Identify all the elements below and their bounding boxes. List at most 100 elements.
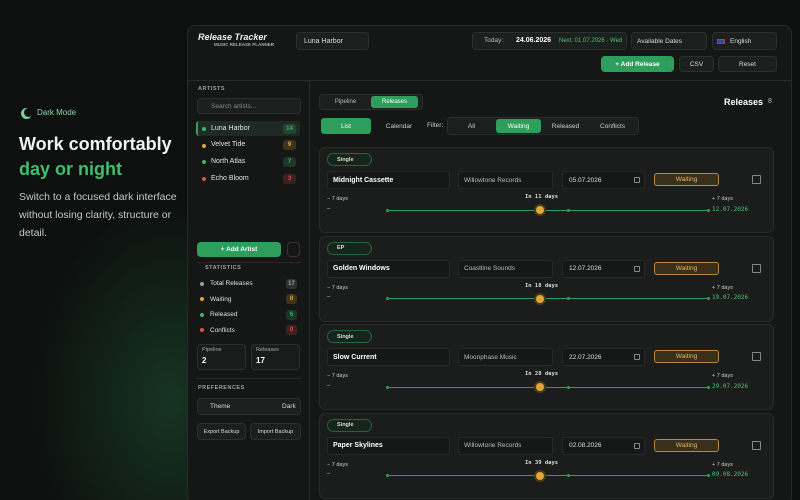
stat-value: 6 [286, 309, 297, 320]
type-select[interactable]: Single [327, 418, 372, 432]
filter-label: Filter: [427, 122, 444, 130]
logo-subtitle: MUSIC RELEASE PLANNER [214, 41, 275, 47]
stat-dot [200, 282, 204, 286]
theme-label: Theme [210, 402, 231, 410]
artist-count: 14 [283, 123, 296, 134]
calendar-icon [634, 354, 640, 360]
artist-count: 7 [283, 156, 296, 167]
stat-label: Released [210, 311, 238, 319]
timeline-dot [566, 474, 570, 477]
window-end: + 7 days [712, 196, 733, 203]
type-select[interactable]: EP [327, 241, 372, 255]
stat-dot [200, 328, 204, 333]
date-field[interactable]: 22.07.2026 [562, 348, 645, 366]
delete-release-button[interactable] [752, 440, 761, 450]
filter-option[interactable]: Released [551, 122, 580, 130]
type-select[interactable]: Single [327, 330, 372, 343]
timeline-dot [706, 208, 710, 212]
timeline-dot [566, 208, 570, 212]
filter-option[interactable]: All [467, 122, 476, 130]
export-backup-button[interactable]: Export Backup [197, 423, 246, 440]
countdown: In 18 days [525, 282, 559, 289]
stat-dot [200, 297, 204, 302]
view-toggle[interactable]: List [321, 118, 371, 134]
filter-option[interactable]: Waiting [496, 119, 541, 133]
timeline-dot [566, 297, 570, 300]
reset-button[interactable]: Reset [718, 56, 777, 72]
title-field[interactable]: Paper Skylines [327, 436, 450, 455]
delete-release-button[interactable] [752, 352, 761, 361]
artist-select[interactable]: Luna Harbor [296, 32, 369, 50]
window-start: − 7 days [327, 373, 348, 380]
date-field[interactable]: 05.07.2026 [562, 171, 645, 189]
artist-count: 3 [283, 173, 296, 184]
next-date: Next: 01.07.2026 · Wed [559, 37, 623, 44]
timeline-dot [385, 385, 389, 389]
search-input[interactable]: Search artists... [197, 98, 301, 114]
artists-heading: ARTISTS [198, 86, 226, 93]
title-field[interactable]: Golden Windows [327, 259, 450, 278]
window-start: − 7 days [327, 461, 348, 468]
date-field[interactable]: 12.07.2026 [562, 259, 645, 278]
delete-release-button[interactable] [752, 263, 761, 273]
artist-dot [202, 177, 206, 182]
summary-card [251, 344, 300, 370]
artist-name: North Atlas [211, 158, 246, 165]
label-field[interactable]: Willowtone Records [458, 171, 553, 189]
label-field[interactable]: Moonphase Music [458, 348, 553, 366]
window-end-date: 09.08.2026 [712, 471, 749, 479]
window-start: − 7 days [327, 284, 348, 291]
tab[interactable]: Pipeline [334, 99, 357, 105]
summary-value: 17 [256, 356, 265, 366]
calendar-icon [634, 177, 640, 183]
filter-option[interactable]: Conflicts [600, 122, 625, 130]
type-select[interactable]: Single [327, 153, 372, 166]
language-select[interactable]: English [712, 32, 777, 50]
available-dates[interactable]: Available Dates [631, 32, 707, 50]
tab[interactable]: Releases [371, 96, 418, 108]
moon-icon [24, 108, 33, 117]
calendar-icon [634, 442, 640, 449]
add-release-button[interactable]: + Add Release [601, 56, 674, 72]
artist-dot [202, 160, 206, 165]
release-marker [536, 383, 544, 391]
label-field[interactable]: Coastline Sounds [458, 259, 553, 278]
summary-label: Releases [256, 347, 279, 354]
stat-value: 8 [286, 294, 297, 305]
title-field[interactable]: Midnight Cassette [327, 171, 450, 189]
release-card [319, 235, 774, 322]
logo-title: Release Tracker [198, 31, 267, 42]
header-divider [188, 80, 791, 81]
status-badge: Waiting [654, 261, 719, 275]
timeline-line [387, 298, 710, 299]
theme-row[interactable] [197, 398, 301, 415]
stat-value: 17 [286, 279, 297, 289]
release-marker [536, 206, 544, 214]
import-backup-button[interactable]: Import Backup [250, 423, 301, 440]
artist-name: Velvet Tide [211, 141, 246, 149]
view-toggle[interactable]: Calendar [385, 122, 413, 130]
title-field[interactable]: Slow Current [327, 348, 450, 366]
release-marker [536, 294, 544, 303]
today-label: Today: [484, 37, 504, 45]
artist-count: 9 [283, 140, 296, 151]
today-date: 24.06.2026 [516, 37, 552, 45]
artist-name: Echo Bloom [211, 174, 249, 182]
window-end-date: 29.07.2026 [712, 382, 749, 390]
timeline-dot [706, 385, 710, 389]
date-box [472, 32, 627, 50]
csv-button[interactable]: CSV [679, 56, 714, 72]
release-marker [536, 471, 544, 480]
timeline-line [387, 386, 710, 388]
window-end: + 7 days [712, 461, 733, 468]
calendar-icon [634, 265, 640, 272]
timeline-line [387, 209, 710, 211]
delete-release-button[interactable] [752, 175, 761, 184]
date-field[interactable]: 02.08.2026 [562, 436, 645, 455]
label-field[interactable]: Willowtone Records [458, 436, 553, 455]
artist-row[interactable] [196, 121, 300, 136]
artist-dot [202, 127, 206, 131]
release-card [319, 324, 774, 410]
add-artist-button[interactable]: + Add Artist [197, 242, 281, 257]
delete-artist-button[interactable] [287, 242, 300, 257]
